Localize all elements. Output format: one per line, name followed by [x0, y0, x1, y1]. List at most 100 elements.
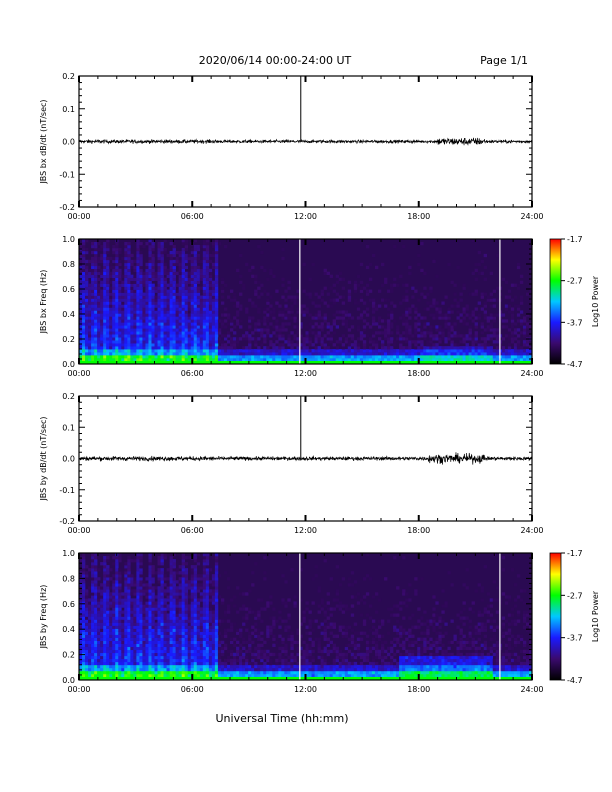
spectrogram-cell — [97, 628, 101, 632]
spectrogram-cell — [172, 634, 176, 638]
spectrogram-cell — [432, 298, 436, 302]
spectrogram-cell — [160, 667, 164, 672]
spectrogram-cell — [178, 619, 182, 623]
spectrogram-cell — [226, 316, 231, 320]
spectrogram-cell — [118, 355, 122, 359]
spectrogram-cell — [160, 286, 164, 290]
spectrogram-cell — [151, 244, 155, 249]
spectrogram-cell — [359, 358, 364, 362]
spectrogram-cell — [82, 256, 86, 261]
spectrogram-cell — [109, 304, 113, 308]
spectrogram-cell — [127, 643, 131, 648]
spectrogram-cell — [438, 307, 442, 311]
spectrogram-cell — [85, 637, 89, 641]
spectrogram-cell — [148, 562, 152, 566]
spectrogram-cell — [148, 658, 152, 663]
spectrogram-cell — [169, 571, 173, 575]
spectrogram-cell — [181, 604, 185, 608]
spectrogram-cell — [326, 322, 330, 326]
spectrogram-cell — [145, 316, 149, 320]
spectrogram-cell — [184, 256, 189, 261]
spectrogram-cell — [208, 286, 213, 290]
spectrogram-cell — [184, 271, 189, 276]
spectrogram-cell — [501, 277, 506, 281]
spectrogram-cell — [462, 352, 466, 356]
spectrogram-cell — [133, 295, 137, 299]
spectrogram-cell — [359, 280, 364, 284]
spectrogram-cell — [91, 286, 95, 290]
spectrogram-cell — [130, 622, 134, 626]
spectrogram-cell — [208, 283, 213, 287]
spectrogram-cell — [142, 583, 146, 587]
spectrogram-cell — [202, 307, 207, 311]
spectrogram-cell — [220, 277, 225, 281]
spectrogram-cell — [82, 598, 86, 602]
spectrogram-cell — [190, 352, 195, 356]
spectrogram-cell — [184, 652, 189, 657]
spectrogram-cell — [88, 259, 92, 264]
spectrogram-cell — [387, 289, 391, 293]
spectrogram-cell — [384, 358, 388, 362]
spectrogram-cell — [181, 610, 185, 614]
spectrogram-cell — [97, 622, 101, 626]
spectrogram-cell — [175, 616, 179, 620]
spectrogram-cell — [184, 313, 189, 317]
spectrogram-cell — [112, 655, 116, 660]
spectrogram-cell — [525, 352, 530, 356]
spectrogram-cell — [296, 340, 300, 344]
spectrogram-cell — [184, 592, 189, 596]
spectrogram-cell — [100, 628, 104, 632]
spectrogram-cell — [160, 313, 164, 317]
spectrogram-cell — [181, 592, 185, 596]
spectrogram-cell — [124, 628, 128, 632]
spectrogram-cell — [516, 343, 521, 347]
spectrogram-cell — [172, 358, 176, 362]
spectrogram-cell — [513, 328, 518, 332]
spectrogram-cell — [368, 346, 373, 350]
spectrogram-cell — [205, 268, 210, 273]
spectrogram-cell — [205, 325, 210, 329]
spectrogram-cell — [196, 301, 201, 305]
spectrogram-cell — [178, 274, 182, 278]
spectrogram-cell — [405, 298, 409, 302]
spectrogram-cell — [220, 286, 225, 290]
spectrogram-cell — [374, 331, 379, 335]
spectrogram-cell — [85, 628, 89, 632]
spectrogram-cell — [528, 355, 533, 359]
spectrogram-cell — [151, 331, 155, 335]
spectrogram-cell — [284, 328, 288, 332]
spectrogram-cell — [317, 352, 321, 356]
spectrogram-cell — [133, 613, 137, 617]
spectrogram-cell — [263, 358, 267, 362]
spectrogram-cell — [169, 652, 173, 657]
spectrogram-cell — [296, 289, 300, 293]
spectrogram-cell — [293, 343, 297, 347]
spectrogram-cell — [483, 265, 487, 270]
spectrogram-cell — [91, 652, 95, 657]
spectrogram-cell — [82, 352, 86, 356]
spectrogram-cell — [154, 625, 158, 629]
spectrogram-cell — [202, 310, 207, 314]
spectrogram-cell — [109, 643, 113, 648]
spectrogram-cell — [160, 334, 164, 338]
spectrogram-cell — [420, 328, 424, 332]
spectrogram-cell — [172, 286, 176, 290]
spectrogram-cell — [157, 604, 161, 608]
spectrogram-cell — [127, 622, 131, 626]
spectrogram-cell — [178, 646, 182, 651]
spectrogram-cell — [136, 319, 140, 323]
spectrogram-cell — [181, 298, 185, 302]
spectrogram-cell — [341, 358, 346, 362]
spectrogram-cell — [154, 253, 158, 258]
spectrogram-cell — [272, 352, 276, 356]
spectrogram-cell — [100, 298, 104, 302]
spectrogram-cell — [516, 304, 521, 308]
spectrogram-cell — [151, 673, 155, 678]
spectrogram-cell — [145, 307, 149, 311]
spectrogram-cell — [480, 349, 484, 353]
spectrogram-cell — [190, 328, 195, 332]
spectrogram-cell — [151, 592, 155, 596]
spectrogram-cell — [154, 649, 158, 654]
spectrogram-cell — [447, 337, 451, 341]
spectrogram-cell — [112, 268, 116, 273]
